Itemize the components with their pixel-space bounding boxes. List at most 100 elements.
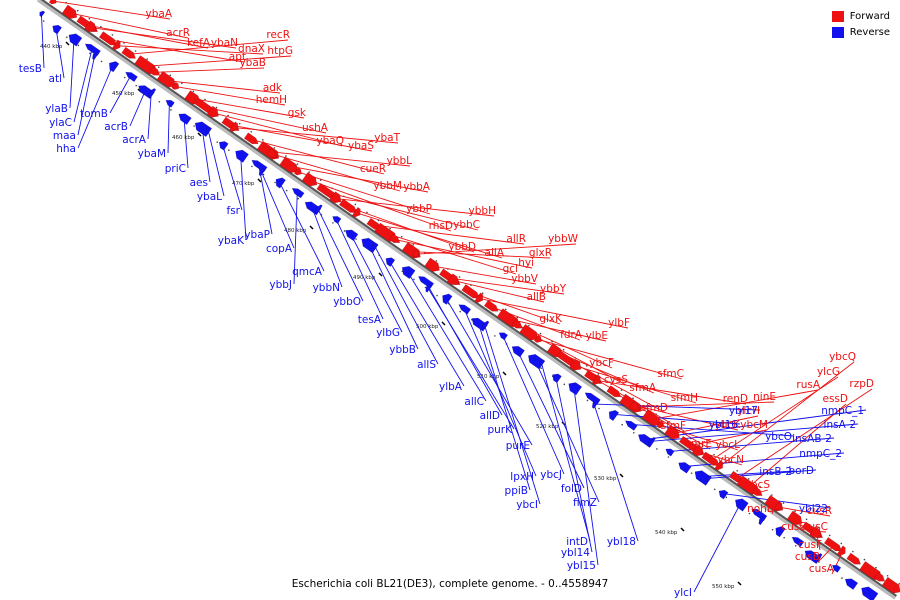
forward-gene-label-ybby: ybbY bbox=[540, 283, 567, 295]
reverse-gene-label-intd: intD bbox=[566, 536, 588, 548]
axis-dot bbox=[366, 211, 368, 214]
forward-gene-label-ybab: ybaB bbox=[239, 57, 266, 69]
reverse-label-leader bbox=[317, 208, 364, 302]
forward-gene-label-cusr: cusR bbox=[807, 505, 832, 517]
kbp-tick-label: 440 kbp bbox=[40, 44, 63, 50]
reverse-gene-label-tesb: tesB bbox=[19, 63, 42, 75]
forward-label-leader bbox=[631, 404, 739, 431]
kbp-tick-label: 500 kbp bbox=[416, 324, 439, 330]
reverse-gene-arrow bbox=[235, 149, 249, 163]
forward-gene-label-ybcm: ybcM bbox=[740, 419, 768, 431]
forward-label-leader bbox=[555, 351, 655, 394]
axis-dot bbox=[88, 17, 91, 20]
axis-dot bbox=[783, 536, 785, 539]
reverse-label-leader bbox=[77, 65, 114, 149]
axis-dot bbox=[42, 20, 45, 22]
genome-caption: Escherichia coli BL21(DE3), complete gen… bbox=[291, 578, 609, 590]
reverse-label-leader bbox=[350, 233, 403, 333]
reverse-gene-label-maa: maa bbox=[53, 130, 76, 142]
forward-gene-label-rend: renD bbox=[723, 393, 748, 405]
reverse-label-leader bbox=[594, 403, 761, 411]
axis-dot bbox=[725, 496, 728, 499]
reverse-gene-arrow bbox=[705, 475, 712, 483]
forward-gene-arrow bbox=[171, 81, 180, 90]
forward-gene-label-allb: allB bbox=[527, 291, 546, 303]
forward-gene-arrow bbox=[111, 39, 121, 51]
reverse-gene-arrow bbox=[625, 420, 638, 431]
axis-dot bbox=[805, 518, 808, 521]
forward-label-leader bbox=[155, 67, 265, 73]
axis-dot bbox=[389, 227, 391, 230]
axis-dot bbox=[632, 397, 634, 399]
axis-dot bbox=[494, 335, 496, 337]
axis-dot bbox=[297, 197, 300, 200]
reverse-gene-label-fsr: fsr bbox=[227, 205, 241, 217]
reverse-label-leader bbox=[183, 117, 189, 169]
reverse-gene-label-qmca: qmcA bbox=[292, 266, 323, 278]
axis-dot bbox=[228, 149, 230, 152]
forward-gene-arrow bbox=[641, 409, 661, 427]
legend-forward-label: Forward bbox=[849, 10, 890, 22]
reverse-label-leader bbox=[335, 218, 384, 320]
reverse-gene-arrow bbox=[385, 257, 396, 267]
axis-dot bbox=[748, 512, 751, 515]
forward-gene-label-gsk: gsk bbox=[288, 107, 307, 119]
forward-gene-label-ybat: ybaT bbox=[374, 132, 400, 144]
axis-dot bbox=[354, 203, 357, 206]
forward-gene-label-adk: adk bbox=[263, 82, 283, 94]
reverse-label-leader bbox=[240, 154, 247, 241]
forward-gene-label-ybaq: ybaQ bbox=[316, 135, 344, 147]
forward-label-leader bbox=[454, 280, 545, 303]
axis-dot bbox=[412, 243, 415, 246]
reverse-label-leader bbox=[573, 387, 599, 566]
axis-dot bbox=[852, 550, 854, 553]
axis-dot bbox=[841, 577, 843, 579]
forward-gene-arrow bbox=[98, 31, 117, 46]
legend-reverse-label: Reverse bbox=[849, 26, 890, 38]
axis-dot bbox=[285, 189, 288, 192]
axis-dot bbox=[621, 423, 623, 426]
axis-dot bbox=[157, 66, 160, 68]
axis-dot bbox=[296, 163, 299, 165]
reverse-gene-arrow bbox=[814, 553, 823, 564]
kbp-tick-mark bbox=[378, 272, 383, 277]
axis-dot bbox=[111, 34, 114, 36]
kbp-tick-mark bbox=[257, 178, 262, 183]
reverse-label-leader bbox=[445, 297, 533, 446]
forward-gene-label-essd: essD bbox=[823, 393, 849, 405]
reverse-gene-label-ylbg: ylbG bbox=[376, 327, 400, 339]
axis-dot bbox=[886, 574, 889, 577]
axis-dot bbox=[435, 260, 438, 262]
reverse-gene-label-copa: copA bbox=[266, 243, 293, 255]
reverse-gene-arrow bbox=[401, 265, 416, 280]
axis-dot bbox=[829, 569, 832, 571]
forward-gene-arrow bbox=[714, 459, 724, 471]
axis-dot bbox=[713, 453, 715, 456]
reverse-gene-arrow bbox=[552, 373, 562, 384]
reverse-gene-arrow bbox=[442, 293, 453, 305]
kbp-tick-label: 520 kbp bbox=[536, 424, 559, 430]
reverse-gene-label-aes: aes bbox=[190, 177, 208, 189]
reverse-gene-label-ybco: ybcO bbox=[765, 431, 792, 443]
kbp-tick-mark bbox=[502, 371, 507, 376]
forward-gene-label-cyss: cysS bbox=[604, 374, 628, 386]
reverse-gene-label-ylab: ylaB bbox=[45, 103, 68, 115]
forward-gene-arrow bbox=[156, 70, 176, 88]
forward-gene-label-rhsd: rhsD bbox=[429, 220, 453, 232]
reverse-gene-arrow bbox=[39, 10, 46, 18]
reverse-gene-label-fold: folD bbox=[561, 483, 582, 495]
axis-dot bbox=[656, 448, 658, 450]
reverse-gene-arrow bbox=[458, 304, 472, 315]
forward-gene-label-ybba: ybbA bbox=[403, 181, 431, 193]
forward-label-leader bbox=[652, 389, 819, 420]
reverse-gene-arrow bbox=[178, 113, 192, 125]
reverse-label-leader bbox=[424, 280, 503, 416]
axis-dot bbox=[424, 286, 427, 289]
axis-dot bbox=[250, 130, 253, 133]
reverse-label-leader bbox=[555, 377, 593, 553]
axis-dot bbox=[459, 310, 462, 313]
reverse-label-leader bbox=[278, 181, 325, 272]
axis-dot bbox=[458, 276, 461, 278]
forward-gene-arrow bbox=[628, 400, 641, 411]
legend-reverse-swatch bbox=[831, 26, 844, 38]
